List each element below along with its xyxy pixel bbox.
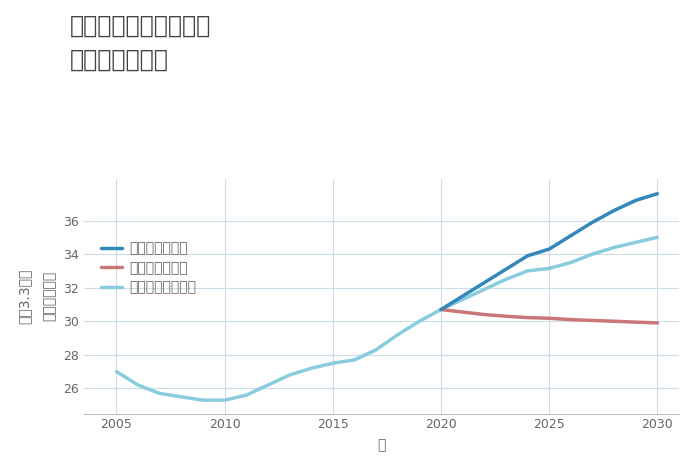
バッドシナリオ: [588, 318, 596, 323]
バッドシナリオ: [545, 315, 554, 321]
ノーマルシナリオ: [286, 372, 294, 378]
グッドシナリオ: [502, 266, 510, 272]
バッドシナリオ: [437, 307, 445, 313]
Y-axis label: 坪（3.3㎡）
単価（万円）: 坪（3.3㎡） 単価（万円）: [18, 268, 56, 324]
X-axis label: 年: 年: [377, 439, 386, 453]
グッドシナリオ: [588, 219, 596, 225]
ノーマルシナリオ: [566, 260, 575, 266]
グッドシナリオ: [437, 307, 445, 313]
Legend: グッドシナリオ, バッドシナリオ, ノーマルシナリオ: グッドシナリオ, バッドシナリオ, ノーマルシナリオ: [97, 237, 200, 299]
ノーマルシナリオ: [134, 382, 142, 388]
バッドシナリオ: [524, 315, 532, 321]
ノーマルシナリオ: [112, 369, 120, 375]
ノーマルシナリオ: [177, 394, 186, 399]
ノーマルシナリオ: [415, 319, 424, 324]
グッドシナリオ: [610, 208, 618, 213]
ノーマルシナリオ: [220, 397, 229, 403]
ノーマルシナリオ: [480, 287, 489, 292]
Text: 愛知県岡崎市生平町の
土地の価格推移: 愛知県岡崎市生平町の 土地の価格推移: [70, 14, 211, 71]
グッドシナリオ: [480, 280, 489, 285]
グッドシナリオ: [653, 191, 662, 196]
グッドシナリオ: [631, 197, 640, 203]
ノーマルシナリオ: [653, 235, 662, 240]
ノーマルシナリオ: [328, 360, 337, 366]
バッドシナリオ: [502, 313, 510, 319]
ノーマルシナリオ: [242, 392, 251, 398]
ノーマルシナリオ: [631, 240, 640, 245]
ノーマルシナリオ: [155, 391, 164, 396]
グッドシナリオ: [524, 253, 532, 258]
ノーマルシナリオ: [588, 251, 596, 257]
バッドシナリオ: [610, 319, 618, 324]
バッドシナリオ: [653, 320, 662, 326]
Line: ノーマルシナリオ: ノーマルシナリオ: [116, 237, 657, 400]
ノーマルシナリオ: [458, 297, 467, 302]
ノーマルシナリオ: [545, 266, 554, 271]
Line: バッドシナリオ: バッドシナリオ: [441, 310, 657, 323]
ノーマルシナリオ: [307, 366, 316, 371]
ノーマルシナリオ: [524, 268, 532, 274]
バッドシナリオ: [480, 312, 489, 317]
バッドシナリオ: [631, 319, 640, 325]
バッドシナリオ: [566, 317, 575, 322]
グッドシナリオ: [566, 233, 575, 238]
ノーマルシナリオ: [372, 347, 380, 352]
ノーマルシナリオ: [437, 307, 445, 313]
ノーマルシナリオ: [264, 382, 272, 388]
ノーマルシナリオ: [350, 357, 358, 363]
グッドシナリオ: [545, 246, 554, 252]
Line: グッドシナリオ: グッドシナリオ: [441, 194, 657, 310]
ノーマルシナリオ: [199, 397, 207, 403]
ノーマルシナリオ: [393, 332, 402, 337]
ノーマルシナリオ: [502, 276, 510, 282]
ノーマルシナリオ: [610, 244, 618, 250]
バッドシナリオ: [458, 309, 467, 315]
グッドシナリオ: [458, 293, 467, 299]
